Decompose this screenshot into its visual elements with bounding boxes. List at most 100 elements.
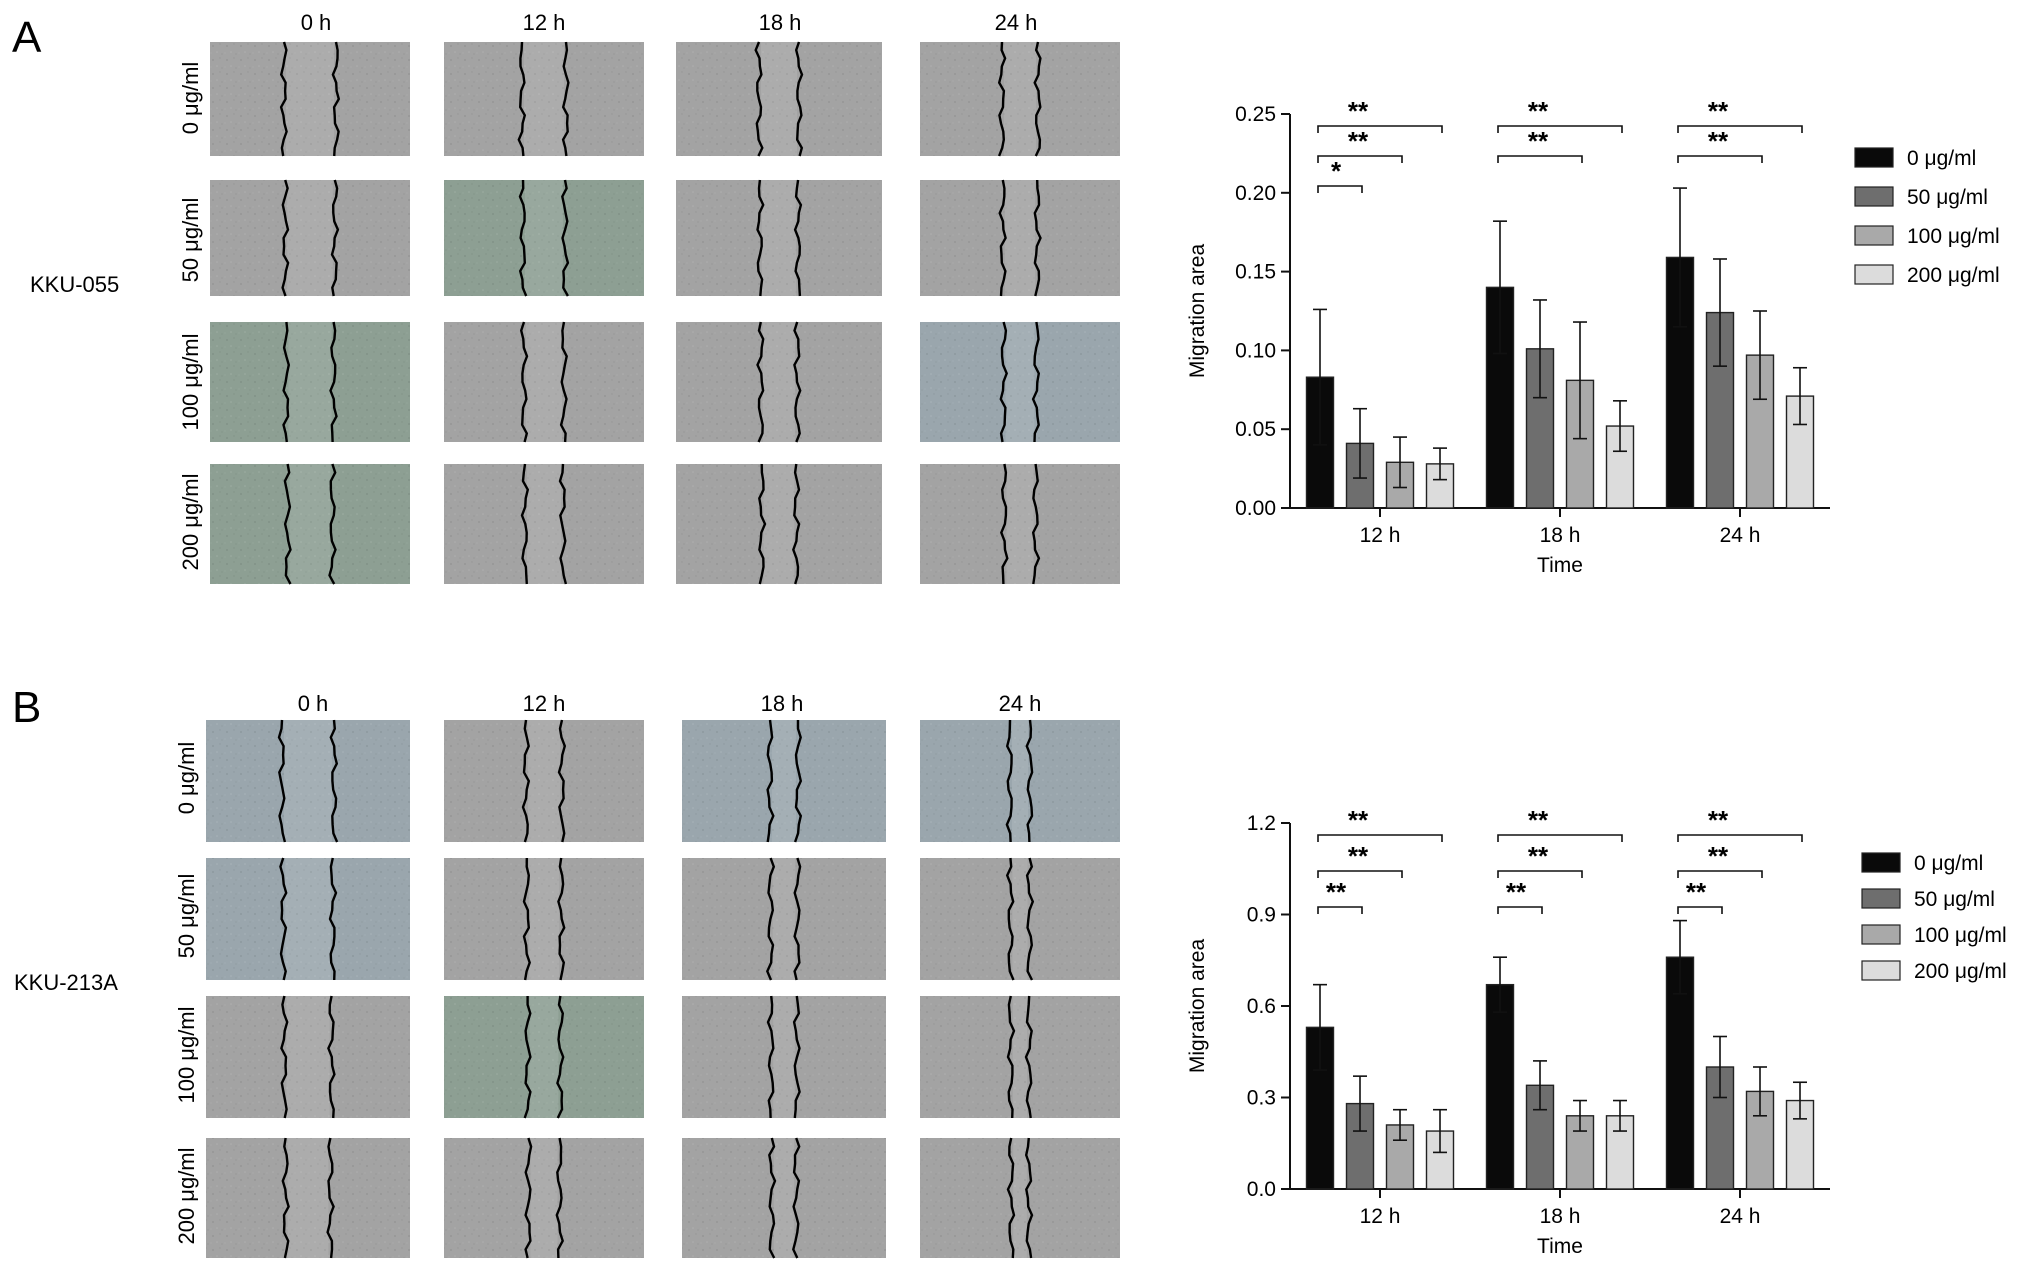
significance-label: **	[1348, 96, 1369, 126]
wound-edge-left	[282, 321, 291, 443]
wound-image-texture	[444, 858, 644, 980]
row-label-100: 100 μg/ml	[174, 1006, 199, 1103]
significance-label: **	[1326, 877, 1347, 907]
wound-edge-left	[279, 857, 288, 981]
legend-label: 100 μg/ml	[1914, 924, 2007, 947]
wound-edge-left	[754, 41, 764, 157]
legend-label: 100 μg/ml	[1907, 225, 2000, 248]
wound-edge-left	[1005, 719, 1013, 843]
wound-image	[682, 857, 886, 981]
wound-edge-left	[524, 1137, 533, 1259]
wound-edge-left	[758, 463, 767, 585]
panel-letter: A	[12, 13, 42, 62]
wound-gap	[528, 858, 560, 980]
wound-edge-left	[523, 996, 532, 1119]
wound-edge-right	[328, 463, 337, 585]
wound-gap	[284, 720, 332, 842]
wound-gap	[526, 322, 562, 442]
significance-bracket	[1497, 125, 1623, 133]
wound-image	[210, 41, 410, 157]
wound-image-grid	[206, 719, 1120, 1259]
wound-gap	[762, 322, 796, 442]
wound-edge-left	[281, 1137, 290, 1259]
bar	[1485, 983, 1515, 1190]
wound-image	[682, 1137, 886, 1259]
wound-image-texture	[682, 858, 886, 980]
significance-bracket	[1677, 155, 1763, 163]
wound-edge-left	[277, 719, 287, 843]
panel-a: A KKU-055 0 h 12 h 18 h 24 h 0 μg/ml 50 …	[12, 10, 2000, 585]
wound-image-texture	[920, 180, 1120, 296]
wound-image-texture	[210, 42, 410, 156]
wound-edge-left	[281, 179, 290, 297]
wound-image	[920, 719, 1120, 843]
wound-gap	[287, 1138, 329, 1258]
wound-image-texture	[210, 180, 410, 296]
y-tick-label: 0.00	[1235, 497, 1276, 520]
wound-image-texture	[444, 1138, 644, 1258]
legend-label: 50 μg/ml	[1914, 888, 1995, 911]
wound-gap	[1006, 464, 1034, 584]
significance-bracket	[1317, 906, 1363, 914]
wound-edge-left	[521, 719, 531, 843]
wound-edge-right	[330, 179, 340, 297]
wound-edge-right	[559, 321, 568, 443]
significance-bracket	[1497, 906, 1543, 914]
wound-edge-right	[557, 857, 566, 981]
wound-edge-right	[558, 463, 568, 585]
wound-edge-left	[1005, 857, 1015, 981]
significance-bracket	[1317, 125, 1443, 133]
wound-edge-right	[331, 41, 341, 157]
wound-edge-left	[766, 719, 775, 843]
significance-label: **	[1708, 96, 1729, 126]
wound-gap	[286, 42, 334, 156]
wound-image-texture	[920, 322, 1120, 442]
wound-image-texture	[444, 720, 644, 842]
time-label-0h: 0 h	[301, 10, 332, 35]
wound-image	[920, 463, 1120, 585]
x-tick-label: 24 h	[1720, 524, 1761, 547]
wound-image-texture	[920, 720, 1120, 842]
significance-bracket	[1677, 870, 1763, 878]
wound-gap	[1012, 996, 1028, 1118]
y-tick-label: 0.9	[1247, 904, 1276, 927]
wound-image	[920, 995, 1120, 1119]
wound-image	[444, 719, 644, 843]
wound-image-texture	[444, 464, 644, 584]
y-tick-label: 0.25	[1235, 103, 1276, 126]
row-label-0: 0 μg/ml	[174, 742, 199, 815]
wound-image-grid	[210, 41, 1120, 585]
wound-edge-right	[329, 321, 338, 443]
x-tick-label: 12 h	[1360, 524, 1401, 547]
significance-label: **	[1686, 877, 1707, 907]
significance-label: **	[1348, 841, 1369, 871]
panel-b: B KKU-213A 0 h 12 h 18 h 24 h 0 μg/ml 50…	[12, 683, 2007, 1259]
significance-label: **	[1348, 126, 1369, 156]
wound-edge-right	[793, 321, 802, 443]
wound-gap	[285, 858, 331, 980]
wound-image	[444, 463, 644, 585]
wound-edge-left	[1006, 1137, 1016, 1259]
wound-edge-left	[768, 1137, 777, 1259]
wound-gap	[289, 464, 331, 584]
legend-label: 200 μg/ml	[1907, 264, 2000, 287]
wound-image	[444, 179, 644, 297]
wound-edge-right	[792, 995, 801, 1119]
wound-gap	[1012, 720, 1028, 842]
wound-edge-left	[279, 41, 288, 157]
wound-gap	[1013, 1138, 1027, 1258]
row-label-50: 50 μg/ml	[178, 198, 203, 283]
wound-image	[920, 1137, 1120, 1259]
time-labels: 0 h 12 h 18 h 24 h	[298, 691, 1042, 716]
wound-gap	[1005, 322, 1035, 442]
wound-image	[210, 179, 410, 297]
wound-gap	[761, 42, 797, 156]
legend-swatch	[1861, 888, 1901, 909]
row-label-200: 200 μg/ml	[178, 473, 203, 570]
wound-image-texture	[676, 42, 882, 156]
significance-bracket	[1677, 906, 1723, 914]
wound-edge-left	[997, 41, 1007, 157]
significance-label: **	[1528, 805, 1549, 835]
y-tick-label: 0.10	[1235, 339, 1276, 362]
wound-gap	[763, 464, 795, 584]
